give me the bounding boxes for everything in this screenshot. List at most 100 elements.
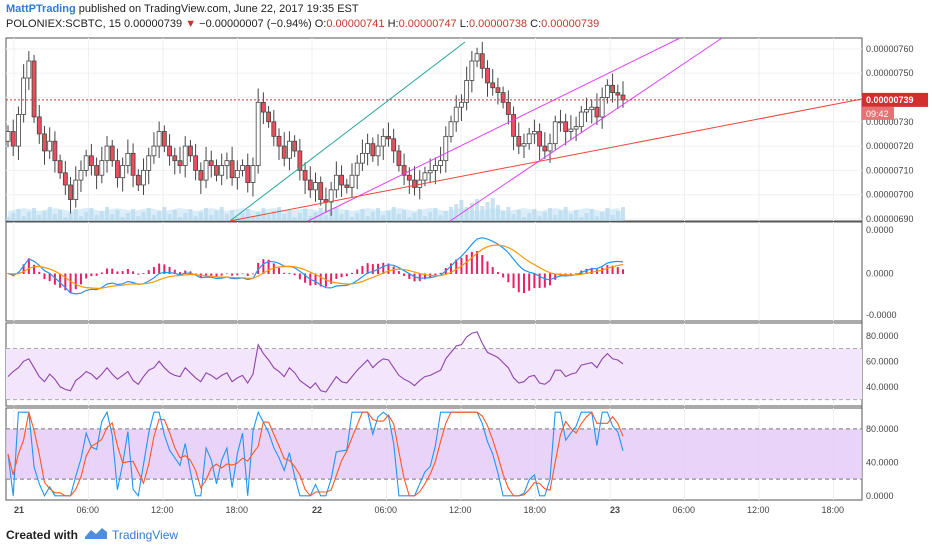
macd-hist-bar xyxy=(502,273,505,278)
macd-hist-bar xyxy=(340,273,343,278)
candle-body xyxy=(313,182,318,191)
symbol-line: POLONIEX:SCBTC, 15 0.00000739 ▼ −0.00000… xyxy=(6,18,599,30)
candle-body xyxy=(485,67,490,84)
macd-hist-bar xyxy=(241,273,244,275)
macd-hist-bar xyxy=(278,267,281,274)
candle-body xyxy=(208,160,214,166)
candle-body xyxy=(62,172,68,186)
macd-hist-bar xyxy=(476,251,479,274)
price-tick-label: 0.00000700 xyxy=(866,190,914,200)
macd-hist-bar xyxy=(257,262,260,274)
candle-body xyxy=(422,172,428,181)
candle-body xyxy=(370,143,376,157)
candle-body xyxy=(73,179,79,200)
candle-body xyxy=(141,169,146,186)
macd-hist-bar xyxy=(366,263,369,274)
macd-hist-bar xyxy=(450,263,453,274)
macd-hist-bar xyxy=(22,264,25,274)
candle-body xyxy=(620,94,626,101)
macd-hist-bar xyxy=(616,267,619,274)
author-link[interactable]: MattPTrading xyxy=(6,3,76,15)
macd-hist-bar xyxy=(408,273,411,279)
candle-body xyxy=(505,101,511,115)
candle-body xyxy=(578,111,584,128)
candle-body xyxy=(558,121,563,124)
trendline-magenta-upper xyxy=(307,37,681,222)
x-tick-label: 06:00 xyxy=(77,505,100,515)
candle-body xyxy=(568,128,574,132)
macd-hist-bar xyxy=(74,273,77,290)
candle-body xyxy=(94,165,100,176)
candle-body xyxy=(120,165,126,179)
macd-hist-bar xyxy=(121,271,124,274)
macd-hist-bar xyxy=(215,273,218,277)
x-tick-label: 23 xyxy=(610,505,620,515)
macd-hist-bar xyxy=(434,273,437,276)
macd-hist-bar xyxy=(507,273,510,283)
candle-body xyxy=(250,165,256,183)
macd-hist-bar xyxy=(606,265,609,274)
candle-body xyxy=(292,140,298,152)
change-value: −0.00000007 (−0.94%) xyxy=(199,18,312,30)
x-tick-label: 06:00 xyxy=(375,505,398,515)
macd-hist-bar xyxy=(59,273,62,288)
macd-hist-bar xyxy=(387,263,390,274)
macd-hist-bar xyxy=(231,273,234,276)
macd-hist-bar xyxy=(246,273,249,277)
volume-bar xyxy=(475,199,480,221)
x-tick-label: 12:00 xyxy=(449,505,472,515)
x-tick-label: 12:00 xyxy=(747,505,770,515)
candle-body xyxy=(104,145,110,162)
macd-hist-bar xyxy=(147,270,150,274)
macd-hist-bar xyxy=(622,269,624,274)
candle-body xyxy=(135,174,141,186)
candle-body xyxy=(511,114,516,137)
trendline-magenta-lower xyxy=(449,37,723,222)
candle-body xyxy=(432,165,438,171)
candle-body xyxy=(354,162,360,176)
candle-body xyxy=(401,165,407,176)
macd-hist-bar xyxy=(330,273,333,284)
h-label: H: xyxy=(387,18,399,30)
tradingview-brand-link[interactable]: TradingView xyxy=(112,528,179,542)
macd-hist-bar xyxy=(465,254,468,274)
candle-body xyxy=(333,174,339,191)
macd-hist-bar xyxy=(225,273,228,275)
x-tick-label: 21 xyxy=(14,505,24,515)
rsi-tick-label: 60.0000 xyxy=(866,356,899,366)
countdown-tag xyxy=(862,106,894,120)
candle-body xyxy=(386,135,391,140)
candle-body xyxy=(182,145,188,166)
stoch-band xyxy=(6,428,862,480)
chart-area[interactable]: 21 06:00 12:00 18:00 22 06:00 12:00 18:00 23 06:0… xyxy=(0,0,932,522)
candle-body xyxy=(99,160,105,176)
candle-body xyxy=(396,150,402,166)
trendline-red xyxy=(229,98,863,222)
candle-body xyxy=(297,150,303,171)
last-price-tag-label: 0.00000739 xyxy=(866,95,914,105)
candle-body xyxy=(214,165,219,176)
stoch-k-line xyxy=(7,410,624,498)
candle-body xyxy=(375,145,381,157)
candle-body xyxy=(10,131,16,147)
x-tick-label: 18:00 xyxy=(524,505,547,515)
macd-hist-bar xyxy=(267,259,270,274)
candle-body xyxy=(245,165,251,183)
tradingview-logo-icon xyxy=(85,528,107,539)
macd-hist-bar xyxy=(585,268,588,274)
macd-hist-bar xyxy=(205,273,208,277)
price-tick-label: 0.00000760 xyxy=(866,44,914,54)
candle-body xyxy=(406,174,412,181)
macd-hist-bar xyxy=(283,272,286,274)
candle-body xyxy=(26,60,32,79)
candle-body xyxy=(161,131,167,147)
macd-hist-bar xyxy=(439,272,442,274)
macd-hist-bar xyxy=(85,273,88,279)
countdown-label: 09:42 xyxy=(866,109,889,119)
macd-hist-bar xyxy=(455,259,458,274)
macd-hist-bar xyxy=(611,265,614,274)
macd-hist-bar xyxy=(142,273,145,274)
macd-hist-bar xyxy=(356,269,359,274)
candle-body xyxy=(584,109,589,113)
macd-hist-bar xyxy=(100,272,103,274)
